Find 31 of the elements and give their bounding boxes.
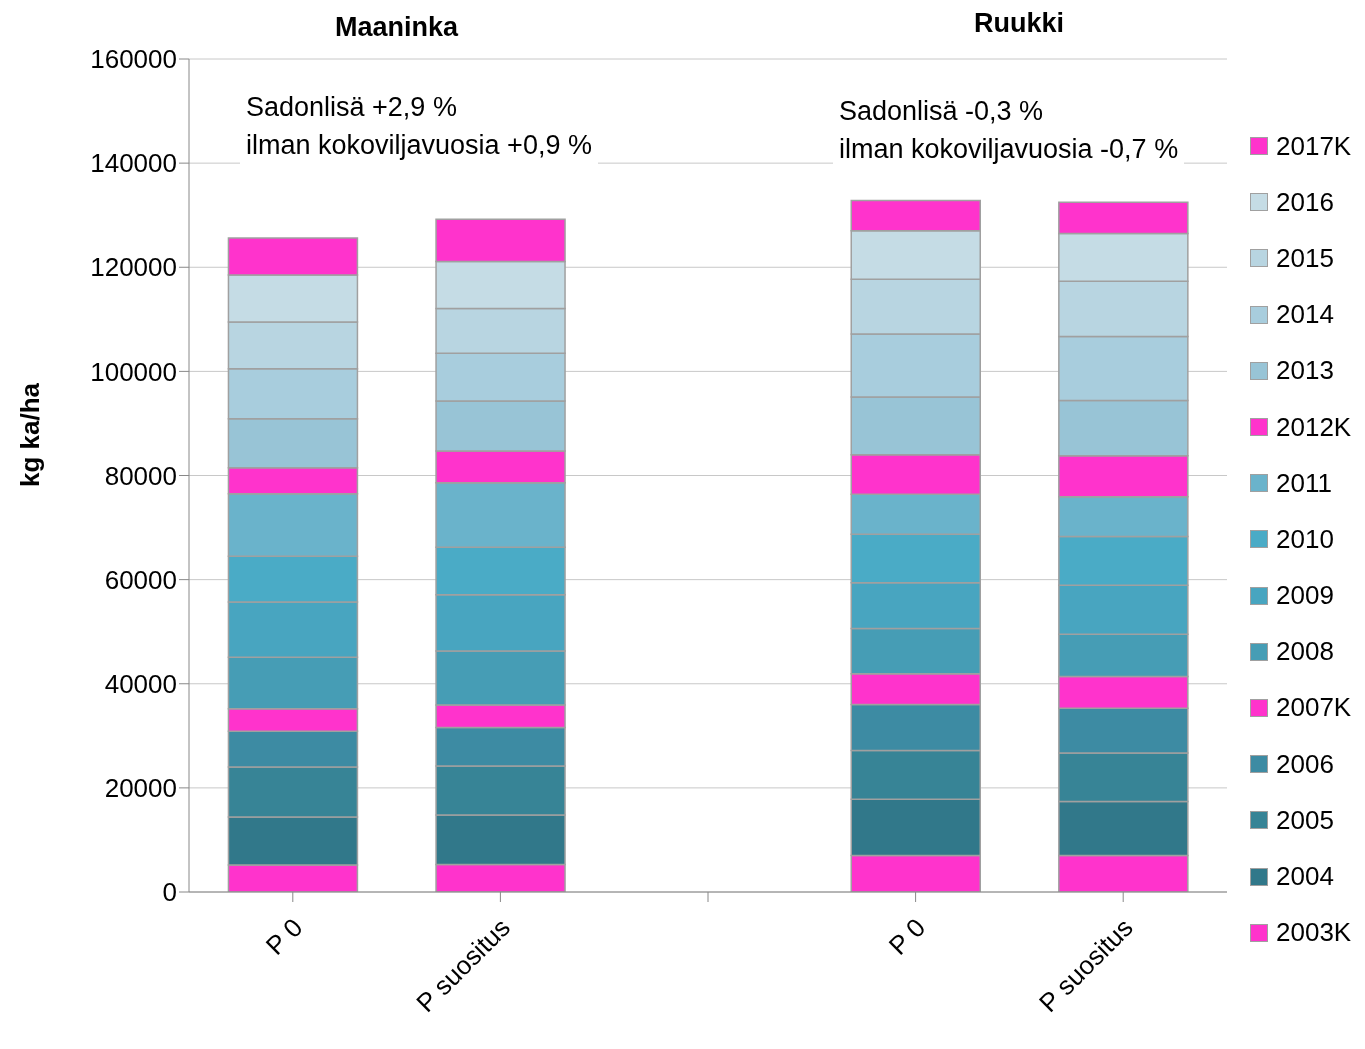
legend-label: 2016 xyxy=(1276,186,1334,218)
y-tick-label: 40000 xyxy=(104,668,177,699)
y-tick-label: 160000 xyxy=(90,44,177,75)
x-tick-label: P 0 xyxy=(259,912,309,961)
y-tick-label: 0 xyxy=(162,877,177,908)
legend-label: 2010 xyxy=(1276,523,1334,555)
legend-label: 2015 xyxy=(1276,242,1334,274)
legend-label: 2005 xyxy=(1276,804,1334,836)
y-tick-label: 20000 xyxy=(104,773,177,804)
legend-label: 2012K xyxy=(1276,411,1352,443)
legend-label: 2013 xyxy=(1276,355,1334,387)
y-tick-label: 120000 xyxy=(90,252,177,283)
legend-label: 2011 xyxy=(1276,467,1332,499)
text: Ruukki xyxy=(973,7,1065,40)
text: Maaninka xyxy=(333,11,460,44)
y-tick-label: 140000 xyxy=(90,148,177,179)
y-tick-label: 60000 xyxy=(104,564,177,595)
y-tick-label: 100000 xyxy=(90,356,177,387)
legend-label: 2006 xyxy=(1276,748,1334,780)
legend-label: 2014 xyxy=(1276,299,1334,331)
legend-label: 2004 xyxy=(1276,861,1334,893)
annotation: Sadonlisä -0,3 % ilman kokoviljavuosia -0,7 % xyxy=(833,92,1185,168)
legend-label: 2003K xyxy=(1276,917,1352,949)
legend-label: 2007K xyxy=(1276,692,1352,724)
annotation: Sadonlisä +2,9 % ilman kokoviljavuosia +0,9 % xyxy=(240,88,598,164)
legend-label: 2008 xyxy=(1276,636,1334,668)
y-axis-title: kg ka/ha xyxy=(14,382,46,488)
legend-label: 2009 xyxy=(1276,580,1334,612)
legend-label: 2017K xyxy=(1276,130,1352,162)
x-tick-label: P 0 xyxy=(882,912,932,961)
y-tick-label: 80000 xyxy=(104,460,177,491)
